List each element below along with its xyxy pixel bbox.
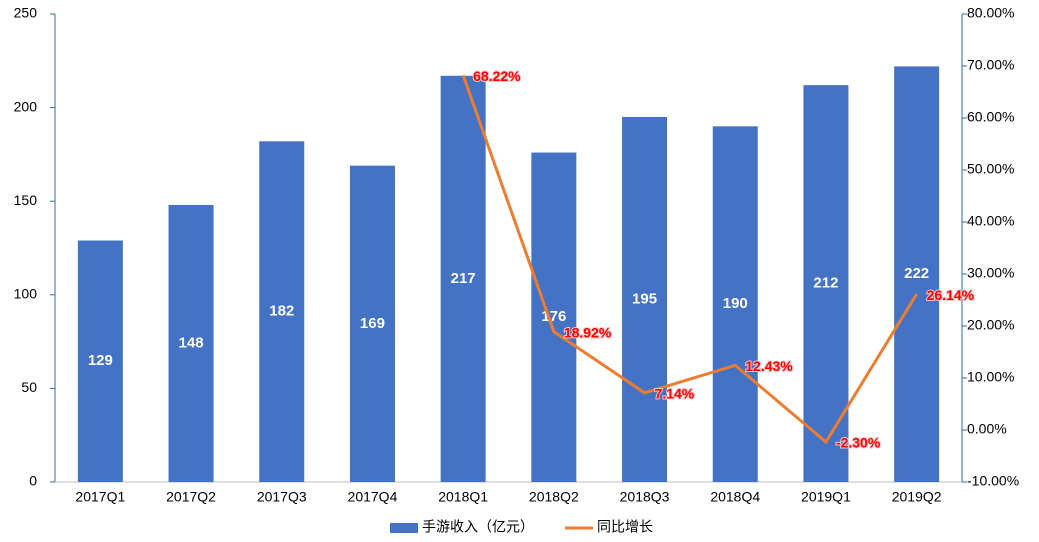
line-label: -2.30% [836, 435, 881, 451]
y2-tick-label: 60.00% [967, 109, 1014, 125]
x-tick-label: 2018Q2 [529, 489, 579, 505]
bar-label: 195 [632, 290, 657, 307]
bar [349, 165, 395, 482]
bar-label: 217 [451, 270, 476, 287]
line-label: 7.14% [655, 386, 695, 402]
y-tick-label: 150 [14, 192, 38, 208]
y2-tick-label: 40.00% [967, 213, 1014, 229]
bar [168, 204, 214, 482]
bar-label: 129 [88, 352, 113, 369]
y2-tick-label: -10.00% [967, 473, 1019, 489]
x-tick-label: 2019Q1 [801, 489, 851, 505]
x-tick-label: 2018Q3 [620, 489, 670, 505]
bar-label: 222 [904, 265, 929, 282]
line-label: 18.92% [564, 324, 612, 340]
legend-swatch [390, 523, 418, 533]
y2-tick-label: 20.00% [967, 317, 1014, 333]
y2-tick-label: 0.00% [967, 421, 1007, 437]
x-tick-label: 2017Q3 [257, 489, 307, 505]
bar-label: 148 [179, 334, 204, 351]
bar [259, 141, 305, 482]
y2-tick-label: 70.00% [967, 57, 1014, 73]
legend-label: 同比增长 [597, 519, 653, 535]
legend-label: 手游收入（亿元） [422, 519, 534, 535]
x-tick-label: 2017Q2 [166, 489, 216, 505]
bar [894, 66, 940, 482]
y2-tick-label: 50.00% [967, 161, 1014, 177]
bar [440, 75, 486, 482]
y-tick-label: 0 [29, 473, 37, 489]
line [461, 74, 918, 445]
bar-label: 169 [360, 315, 385, 332]
y2-tick-label: 10.00% [967, 369, 1014, 385]
x-tick-label: 2017Q4 [348, 489, 398, 505]
line-label: 26.14% [927, 287, 975, 303]
bar-label: 190 [723, 295, 748, 312]
bar [531, 152, 577, 482]
bar [77, 240, 123, 482]
y-tick-label: 100 [14, 286, 38, 302]
x-tick-label: 2017Q1 [75, 489, 125, 505]
y-tick-label: 200 [14, 98, 38, 114]
bar [622, 116, 668, 483]
y2-tick-label: 80.00% [967, 5, 1014, 21]
x-tick-label: 2018Q4 [710, 489, 760, 505]
y-tick-label: 250 [14, 5, 38, 21]
line-label: 68.22% [473, 68, 521, 84]
bar-label: 212 [813, 275, 838, 292]
y2-tick-label: 30.00% [967, 265, 1014, 281]
line-label: 12.43% [745, 358, 793, 374]
x-tick-label: 2019Q2 [892, 489, 942, 505]
x-tick-label: 2018Q1 [438, 489, 488, 505]
y-tick-label: 50 [21, 379, 37, 395]
bar-label: 182 [269, 303, 294, 320]
bar [712, 126, 758, 482]
